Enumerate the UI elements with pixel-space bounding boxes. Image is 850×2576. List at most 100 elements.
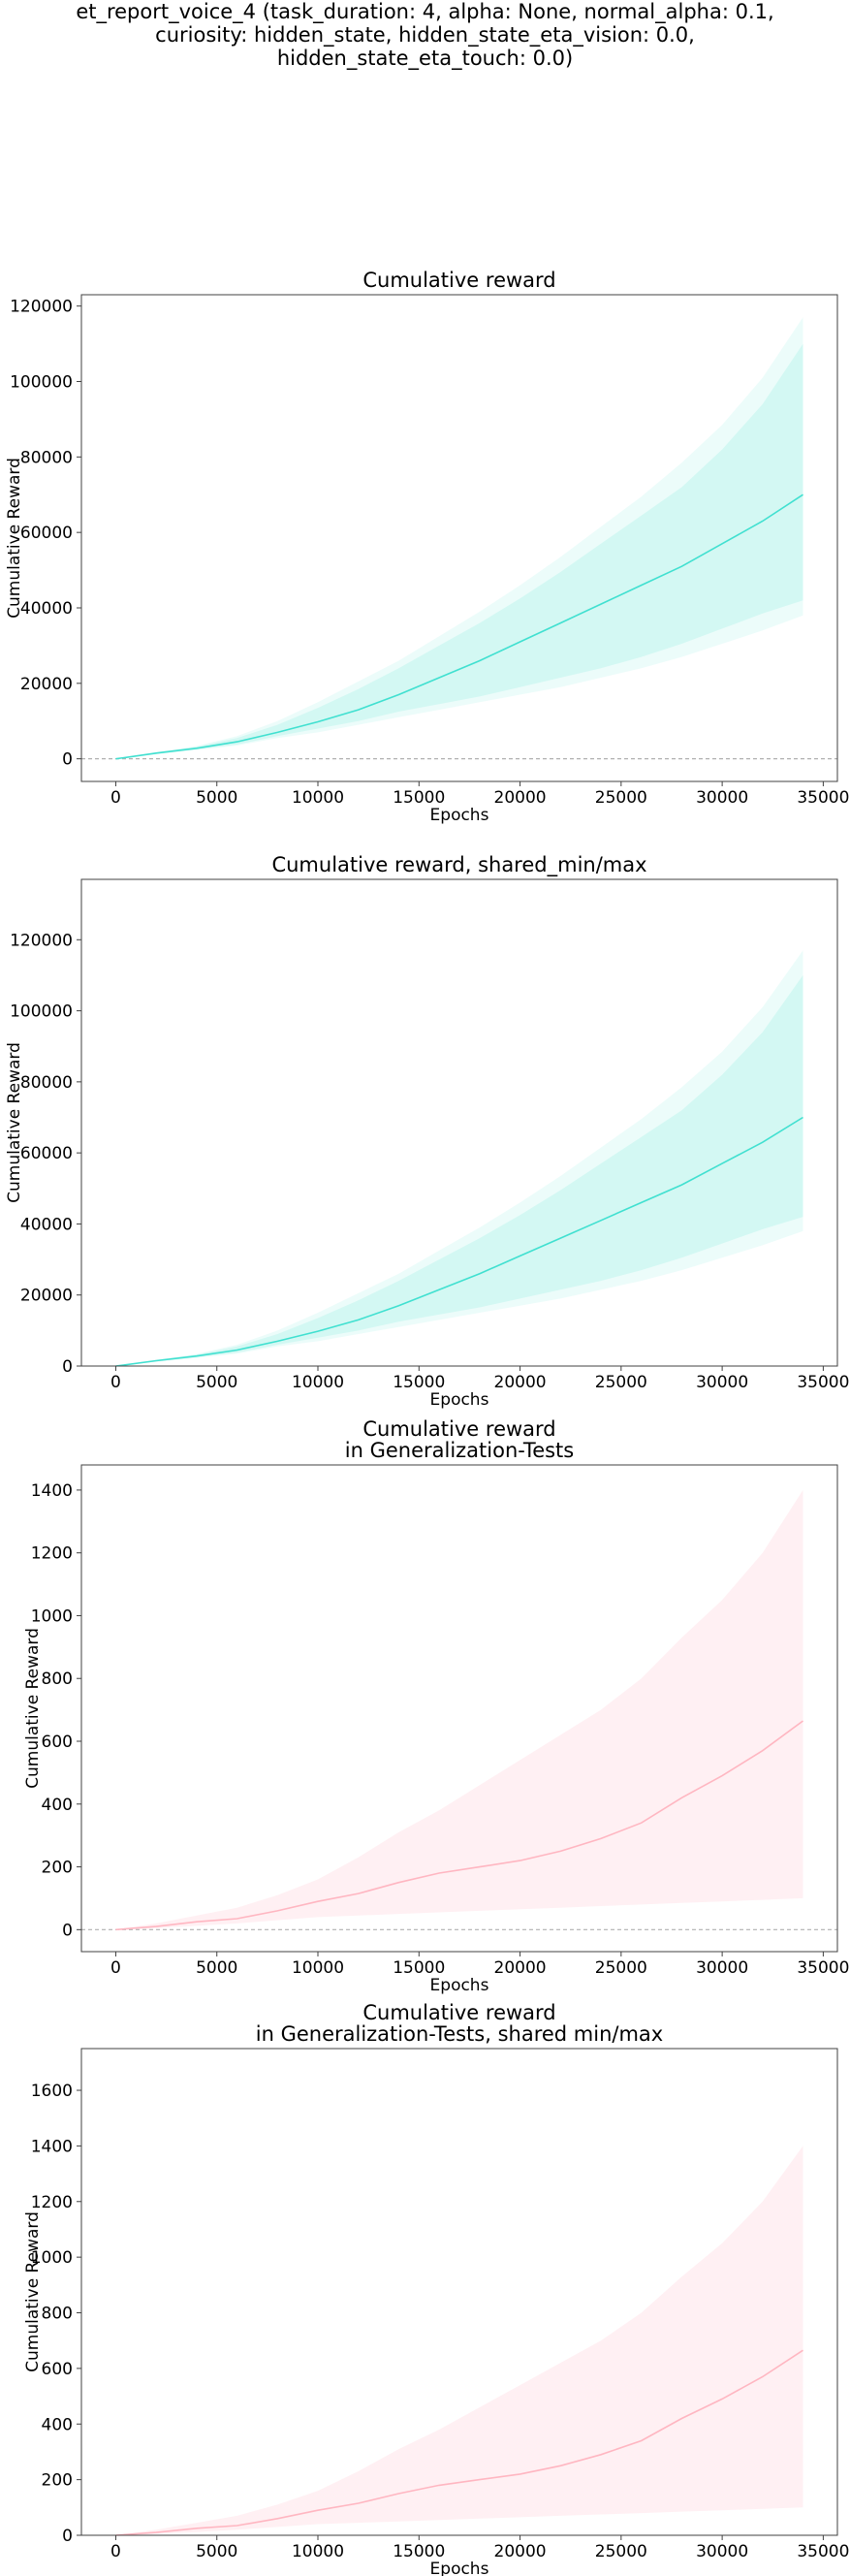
chart-2-xtick-label: 25000	[595, 1373, 647, 1392]
chart-4-band-inner	[115, 2146, 803, 2535]
chart-4-ytick-label: 1400	[31, 2137, 73, 2156]
chart-1-ytick-label: 60000	[20, 524, 73, 543]
figure-title: et_report_voice_4 (task_duration: 4, alp…	[0, 0, 850, 70]
chart-3-ytick-label: 1000	[31, 1606, 73, 1626]
chart-1-xtick-label: 20000	[494, 788, 547, 808]
chart-4-ytick-label: 1000	[31, 2248, 73, 2268]
chart-3-ytick-label: 1400	[31, 1481, 73, 1501]
chart-2-band-outer	[115, 950, 803, 1366]
chart-3-band-outer	[115, 1489, 803, 1930]
chart-2: Cumulative reward, shared_min/max 0 5000 10…	[5, 853, 849, 1410]
chart-3-ytick-label: 0	[62, 1921, 73, 1940]
chart-2-mean-line	[115, 1116, 803, 1367]
chart-1-xtick-label: 30000	[696, 788, 748, 808]
chart-2-xlabel: Epochs	[430, 1390, 489, 1410]
chart-4-title-line-1: Cumulative reward	[362, 2001, 555, 2024]
chart-3-title-line-2: in Generalization-Tests	[345, 1439, 574, 1462]
chart-2-xtick-label: 20000	[494, 1373, 547, 1392]
chart-4-ytick-label: 800	[42, 2305, 73, 2324]
chart-1-ytick-label: 120000	[10, 298, 73, 317]
chart-3-xtick-label: 20000	[494, 1958, 547, 1978]
chart-2-xtick-label: 35000	[797, 1373, 849, 1392]
chart-1-mean-line	[115, 493, 803, 760]
chart-1-frame	[80, 294, 838, 782]
chart-4-ylabel: Cumulative Reward	[23, 2211, 43, 2372]
chart-1-band-inner	[115, 343, 803, 759]
chart-2-ytick-label: 120000	[10, 931, 73, 950]
figure-title-line-1: et_report_voice_4 (task_duration: 4, alp…	[76, 0, 774, 23]
chart-1: Cumulative reward 0 5000 10000 15000 20000 250…	[5, 269, 849, 825]
chart-2-ytick-label: 40000	[20, 1215, 73, 1234]
figure-title-line-3: hidden_state_eta_touch: 0.0)	[276, 47, 574, 70]
chart-2-xtick-label: 5000	[196, 1373, 237, 1392]
chart-4-ytick-label: 0	[62, 2527, 73, 2546]
chart-4-ytick-label: 400	[42, 2415, 73, 2434]
chart-3-xtick-label: 5000	[196, 1958, 237, 1978]
chart-3-ytick-label: 200	[42, 1859, 73, 1878]
chart-4-ytick-label: 600	[42, 2360, 73, 2379]
chart-2-xtick-label: 0	[110, 1373, 121, 1392]
chart-4-xtick-label: 20000	[494, 2542, 547, 2561]
chart-4-xtick-label: 15000	[393, 2542, 445, 2561]
chart-1-xtick-label: 35000	[797, 788, 849, 808]
chart-3-ytick-label: 400	[42, 1796, 73, 1815]
chart-4-xtick-label: 25000	[595, 2542, 647, 2561]
chart-3-xlabel: Epochs	[430, 1976, 489, 1995]
chart-3-xtick-label: 35000	[797, 1958, 849, 1978]
chart-4-frame	[80, 2048, 838, 2536]
chart-1-ylabel: Cumulative Reward	[5, 458, 24, 619]
chart-3-ytick-label: 1200	[31, 1544, 73, 1564]
chart-2-xtick-label: 10000	[292, 1373, 344, 1392]
chart-1-xlabel: Epochs	[430, 806, 489, 825]
figure-title-line-2: curiosity: hidden_state, hidden_state_et…	[155, 23, 695, 47]
chart-1-xtick-label: 25000	[595, 788, 647, 808]
chart-3-xtick-label: 15000	[393, 1958, 445, 1978]
chart-4-mean-line	[115, 2349, 803, 2536]
chart-4-ytick-label: 1600	[31, 2082, 73, 2101]
chart-1-ytick-label: 0	[62, 750, 73, 770]
chart-3-xtick-label: 25000	[595, 1958, 647, 1978]
chart-3-band-inner	[115, 1489, 803, 1930]
chart-2-frame	[80, 878, 838, 1367]
chart-1-band-outer	[115, 317, 803, 759]
chart-2-ytick-label: 0	[62, 1357, 73, 1377]
chart-1-ytick-label: 40000	[20, 599, 73, 619]
chart-4-xtick-label: 30000	[696, 2542, 748, 2561]
chart-4-title-line-2: in Generalization-Tests, shared min/max	[256, 2022, 663, 2046]
chart-3-ytick-label: 800	[42, 1670, 73, 1689]
chart-2-ytick-label: 100000	[10, 1002, 73, 1022]
chart-1-xtick-label: 10000	[292, 788, 344, 808]
chart-3-xtick-label: 30000	[696, 1958, 748, 1978]
chart-4-xtick-label: 0	[110, 2542, 121, 2561]
chart-3-xtick-label: 0	[110, 1958, 121, 1978]
chart-2-xtick-label: 15000	[393, 1373, 445, 1392]
chart-3-xtick-label: 10000	[292, 1958, 344, 1978]
chart-4-band-outer	[115, 2146, 803, 2535]
chart-2-ytick-label: 20000	[20, 1287, 73, 1306]
chart-2-ytick-label: 60000	[20, 1144, 73, 1163]
chart-2-band-inner	[115, 974, 803, 1366]
chart-2-title-line-1: Cumulative reward, shared_min/max	[271, 853, 646, 877]
chart-3-frame	[80, 1464, 838, 1953]
chart-4-ytick-label: 200	[42, 2471, 73, 2491]
chart-4-ytick-label: 1200	[31, 2193, 73, 2212]
chart-3-ytick-label: 600	[42, 1733, 73, 1752]
chart-4-xtick-label: 5000	[196, 2542, 237, 2561]
chart-2-ylabel: Cumulative Reward	[5, 1042, 24, 1203]
chart-3-mean-line	[115, 1720, 803, 1931]
chart-1-xtick-label: 0	[110, 788, 121, 808]
chart-1-title-line-1: Cumulative reward	[362, 269, 555, 292]
chart-4-xtick-label: 35000	[797, 2542, 849, 2561]
chart-1-ytick-label: 100000	[10, 373, 73, 393]
chart-4-xtick-label: 10000	[292, 2542, 344, 2561]
chart-1-ytick-label: 80000	[20, 448, 73, 467]
chart-1-ytick-label: 20000	[20, 675, 73, 694]
chart-2-ytick-label: 80000	[20, 1073, 73, 1093]
chart-4-xlabel: Epochs	[430, 2560, 489, 2576]
chart-1-xtick-label: 5000	[196, 788, 237, 808]
chart-1-xtick-label: 15000	[393, 788, 445, 808]
chart-3-ylabel: Cumulative Reward	[23, 1628, 43, 1789]
